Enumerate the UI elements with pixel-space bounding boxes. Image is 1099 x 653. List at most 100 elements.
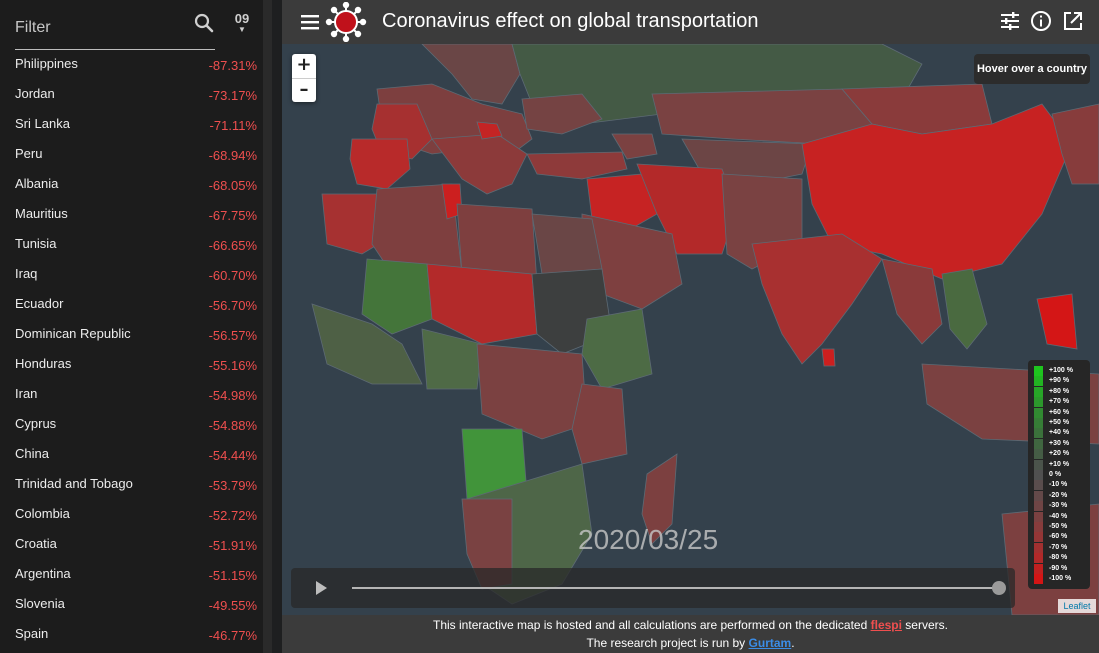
gurtam-link[interactable]: Gurtam [748,636,792,650]
search-icon[interactable] [192,11,216,35]
country-change-value: -68.94% [208,148,257,163]
legend-item: +100 % [1034,366,1090,377]
country-name: Sri Lanka [15,116,70,131]
play-icon[interactable] [313,580,329,596]
legend-swatch [1034,386,1043,397]
legend-item: +70 % [1034,397,1090,408]
legend-swatch [1034,366,1043,376]
legend-swatch [1034,522,1043,532]
date-label: 2020/03/25 [578,524,719,555]
country-row[interactable]: Honduras -55.16% [0,350,272,380]
legend-label: +70 % [1049,398,1070,406]
country-name: Tunisia [15,236,57,251]
country-row[interactable]: Mauritius -67.75% [0,200,272,230]
country-iran [636,163,738,255]
country-row[interactable]: Peru -68.94% [0,140,272,170]
country-row[interactable]: Ecuador -56.70% [0,290,272,320]
country-kenya-tanzania [571,383,628,465]
filter-bar: 09 ▼ [0,0,272,50]
footer: This interactive map is hosted and all c… [282,615,1099,653]
legend-label: -80 % [1049,554,1068,562]
country-name: Honduras [15,356,72,371]
legend-swatch [1034,438,1043,449]
country-row[interactable]: Sri Lanka -71.11% [0,110,272,140]
country-row[interactable]: China -54.44% [0,440,272,470]
country-region-scandinavia [421,44,521,105]
country-name: Ecuador [15,296,64,311]
open-in-new-icon[interactable] [1062,10,1084,32]
world-map[interactable]: + – Hover over a country 2020/03/25 +100… [282,44,1099,615]
country-italy-balkans [431,133,528,195]
legend-item: -50 % [1034,522,1090,533]
legend-item: -10 % [1034,480,1090,491]
country-change-value: -54.98% [208,388,257,403]
country-change-value: -67.75% [208,208,257,223]
country-row[interactable]: Jordan -73.17% [0,80,272,110]
country-change-value: -49.55% [208,598,257,613]
legend-item: -80 % [1034,553,1090,564]
virus-logo-icon [325,1,367,43]
flespi-link[interactable]: flespi [870,618,902,632]
country-row[interactable]: Argentina -51.15% [0,560,272,590]
country-row[interactable]: Iraq -60.70% [0,260,272,290]
country-row[interactable]: Trinidad and Tobago -53.79% [0,470,272,500]
country-turkey [526,151,628,180]
timeline-slider-thumb[interactable] [992,581,1006,595]
country-change-value: -51.91% [208,538,257,553]
country-croatia [476,121,503,140]
country-row[interactable]: Dominican Republic -56.57% [0,320,272,350]
country-name: Spain [15,626,49,641]
info-icon[interactable] [1030,10,1052,32]
legend-label: +100 % [1049,367,1073,374]
legend-label: +80 % [1049,387,1070,395]
timeline-slider-track[interactable] [352,587,998,589]
country-row[interactable]: Slovenia -49.55% [0,590,272,620]
menu-icon[interactable] [299,11,321,33]
sidebar-scrollbar[interactable] [263,0,272,653]
country-row[interactable]: Croatia -51.91% [0,530,272,560]
legend-label: +30 % [1049,439,1070,447]
country-row[interactable]: Cyprus -54.88% [0,410,272,440]
country-row[interactable]: Spain -46.77% [0,620,272,650]
page-title: Coronavirus effect on global transportat… [382,10,759,32]
country-name: Iraq [15,266,38,281]
legend-item: +30 % [1034,438,1090,450]
legend-item: -100 % [1034,574,1090,585]
country-name: Jordan [15,86,55,101]
world-map-shapes [311,44,1099,615]
country-row[interactable]: Tunisia -66.65% [0,230,272,260]
country-list: Philippines -87.31% Jordan -73.17% Sri Lanka… [0,50,272,653]
sort-button[interactable]: 09 ▼ [230,12,254,38]
legend-label: -70 % [1049,543,1068,551]
country-row[interactable]: Albania -68.05% [0,170,272,200]
legend-swatch [1034,397,1043,408]
app-header: Coronavirus effect on global transportat… [282,0,1099,44]
country-change-value: -46.77% [208,628,257,643]
sort-down-icon: ▼ [238,25,246,34]
legend-item: -40 % [1034,511,1090,523]
country-change-value: -54.44% [208,448,257,463]
leaflet-attribution-link[interactable]: Leaflet [1058,599,1096,613]
legend-label: +90 % [1049,377,1070,385]
legend-label: -10 % [1049,481,1068,489]
country-change-value: -56.57% [208,328,257,343]
country-change-value: -52.72% [208,508,257,523]
country-korea-japan [1051,103,1099,185]
country-change-value: -51.15% [208,568,257,583]
legend-swatch [1034,480,1043,491]
country-name: Iran [15,386,38,401]
legend-label: -100 % [1049,575,1072,582]
zoom-out-button[interactable]: – [292,78,316,102]
zoom-in-button[interactable]: + [296,54,312,75]
legend-swatch [1034,542,1043,553]
country-row[interactable]: Colombia -52.72% [0,500,272,530]
legend-swatch [1034,532,1043,543]
country-row[interactable]: Iran -54.98% [0,380,272,410]
color-legend: +100 % +90 % +80 % +70 % +60 % +50 % +40 % +30 … [1028,360,1090,589]
legend-swatch [1034,376,1043,387]
country-row[interactable]: Philippines -87.31% [0,50,272,80]
legend-label: -40 % [1049,512,1068,520]
tune-icon[interactable] [999,10,1021,32]
filter-input[interactable] [15,6,215,50]
